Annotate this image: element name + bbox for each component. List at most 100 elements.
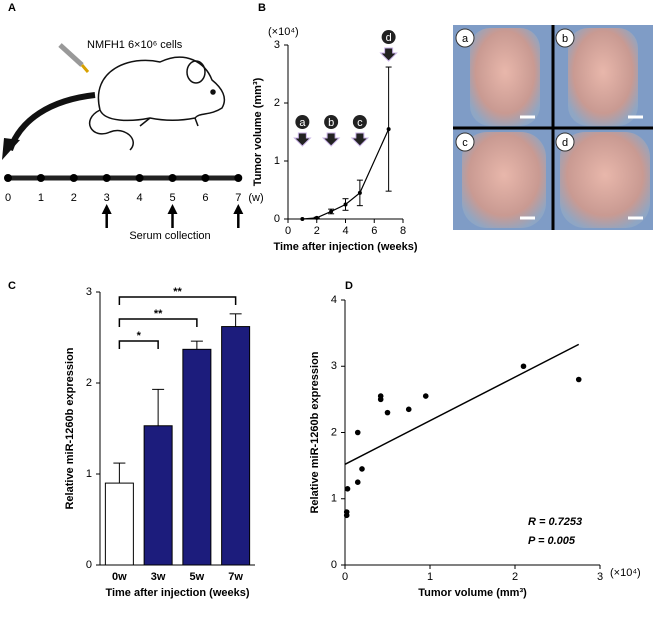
significance-label: ** xyxy=(154,308,163,320)
x-axis-label: Time after injection (weeks) xyxy=(105,587,249,599)
timeline-dot xyxy=(201,174,210,182)
y-tick-label: 2 xyxy=(331,426,337,438)
panel-label: D xyxy=(345,280,353,292)
bar xyxy=(143,425,173,566)
y-tick-label: 2 xyxy=(274,97,280,109)
x-tick-label: 0 xyxy=(285,225,291,237)
x-tick-label: 3 xyxy=(597,571,603,583)
marker-arrow xyxy=(293,132,312,147)
photo-label: d xyxy=(562,137,568,149)
y-tick-label: 1 xyxy=(331,493,337,505)
marker-bg xyxy=(324,115,339,129)
photo-a xyxy=(470,28,540,126)
timeline-unit: (w) xyxy=(248,192,263,204)
marker-arrow xyxy=(350,132,370,147)
point xyxy=(422,393,429,399)
significance-bracket xyxy=(118,340,159,349)
timeline-dot xyxy=(234,174,243,182)
timeline-tick-label: 2 xyxy=(71,192,77,204)
point xyxy=(354,479,361,485)
injection-arrow xyxy=(7,92,96,152)
collection-arrow-head xyxy=(101,204,112,214)
y-tick-label: 3 xyxy=(331,360,337,372)
injection-label: NMFH1 6×10⁶ cells xyxy=(87,39,183,51)
timeline-dot xyxy=(135,174,144,182)
fit-line xyxy=(344,343,580,465)
collection-arrow-head xyxy=(167,204,178,214)
photo-label-bg xyxy=(455,132,475,152)
y-unit: (×10⁴) xyxy=(268,26,299,38)
x-tick-label: 1 xyxy=(427,571,433,583)
point xyxy=(354,429,361,436)
photo-grid xyxy=(453,25,653,230)
photo-label: a xyxy=(462,33,469,45)
bar xyxy=(221,326,251,566)
marker-bg xyxy=(295,115,310,129)
panel-label: A xyxy=(8,2,16,14)
significance-label: ** xyxy=(173,286,182,298)
y-tick-label: 0 xyxy=(274,213,280,225)
x-tick-label: 5w xyxy=(190,571,205,583)
photo-label: b xyxy=(562,33,568,45)
syringe xyxy=(58,43,90,73)
x-tick-label: 8 xyxy=(400,225,406,237)
timeline-tick-label: 3 xyxy=(104,192,110,204)
timeline-dot xyxy=(69,174,78,182)
timeline-tick-label: 6 xyxy=(202,192,208,204)
y-tick-label: 1 xyxy=(86,468,92,480)
y-axis-label: Relative miR-1260b expression xyxy=(64,347,76,509)
marker-bg xyxy=(352,115,367,129)
marker-label: a xyxy=(299,117,306,129)
point xyxy=(377,393,384,399)
marker-arrow xyxy=(379,47,398,62)
y-tick-label: 0 xyxy=(86,559,92,571)
y-tick-label: 3 xyxy=(274,39,280,51)
x-tick-label: 3w xyxy=(151,571,166,583)
timeline-tick-label: 7 xyxy=(235,192,241,204)
photo-d xyxy=(560,132,650,228)
point xyxy=(386,127,391,132)
y-tick-label: 0 xyxy=(331,559,337,571)
bar xyxy=(182,348,212,566)
marker-arrow xyxy=(321,132,341,147)
x-tick-label: 6 xyxy=(371,225,377,237)
x-axis-label: Time after injection (weeks) xyxy=(273,241,417,253)
panel-label: C xyxy=(8,280,16,292)
marker-label: b xyxy=(328,117,334,129)
x-tick-label: 4 xyxy=(342,225,348,237)
point xyxy=(405,406,412,413)
point xyxy=(344,486,351,492)
panel-label: B xyxy=(258,2,266,14)
timeline-tick-label: 4 xyxy=(137,192,143,204)
stat-label: P = 0.005 xyxy=(528,535,576,547)
point xyxy=(314,215,319,220)
significance-label: * xyxy=(137,330,142,342)
point xyxy=(384,409,391,416)
photo-c xyxy=(462,132,546,228)
timeline-dot xyxy=(4,174,12,182)
point xyxy=(329,209,334,214)
x-unit: (×10⁴) xyxy=(610,567,641,579)
y-tick-label: 4 xyxy=(331,294,337,306)
photo-label-bg xyxy=(555,28,575,48)
point xyxy=(357,190,362,195)
point xyxy=(575,376,582,383)
arrow-head xyxy=(2,138,20,160)
point xyxy=(300,217,305,221)
timeline-tick-label: 1 xyxy=(38,192,44,204)
marker-label: d xyxy=(386,32,392,44)
marker-bg xyxy=(381,30,396,45)
arrow-label: Serum collection xyxy=(129,230,210,242)
x-axis-label: Tumor volume (mm³) xyxy=(418,587,527,599)
bar xyxy=(104,482,134,566)
timeline-dot xyxy=(36,174,45,182)
photo-b xyxy=(568,28,638,126)
timeline-tick-label: 5 xyxy=(169,192,175,204)
point xyxy=(343,512,350,519)
y-tick-label: 2 xyxy=(86,377,92,389)
y-tick-label: 3 xyxy=(86,286,92,298)
significance-bracket xyxy=(118,296,237,305)
collection-arrow-head xyxy=(233,204,244,214)
point xyxy=(359,466,365,472)
